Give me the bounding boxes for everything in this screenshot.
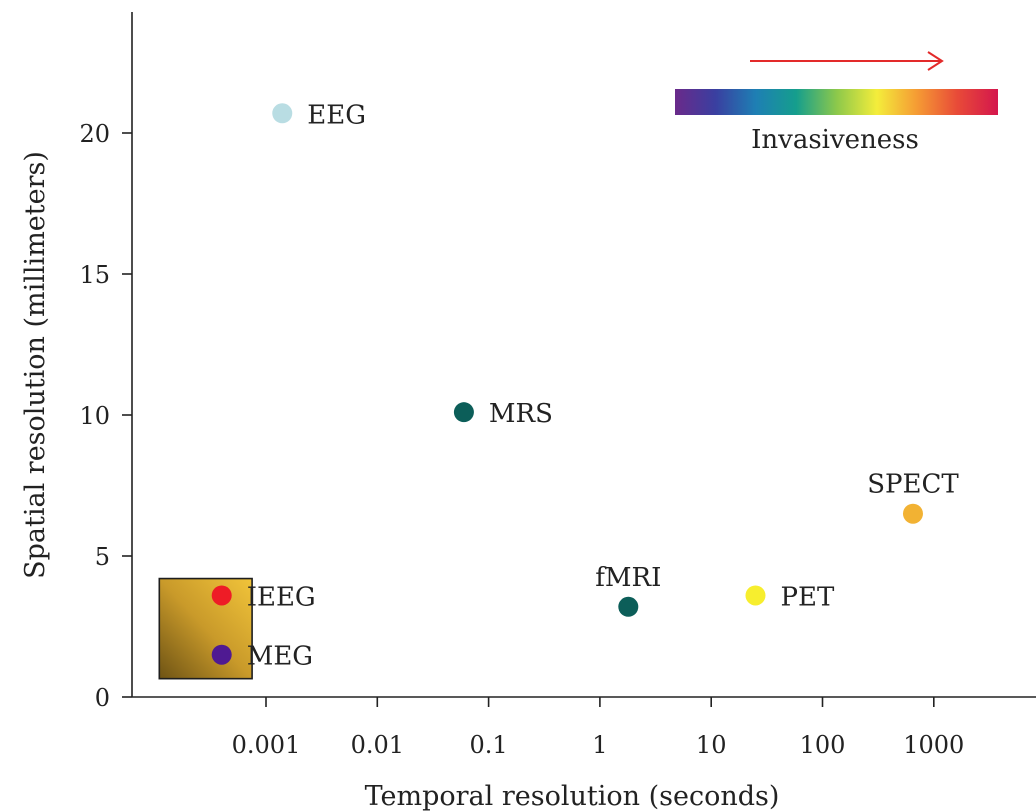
point-label-meg: MEG	[247, 642, 313, 672]
y-axis-ticks: 0 5 10 15 20	[79, 120, 132, 712]
point-label-fmri: fMRI	[595, 563, 661, 593]
point-mrs	[453, 402, 474, 423]
x-tick-label: 0.1	[470, 731, 508, 759]
data-points: EEG MRS fMRI PET SPECT IEEG MEG	[211, 100, 959, 672]
x-axis-ticks: 0.001 0.01 0.1 1 10 100 1000	[232, 697, 964, 759]
point-label-eeg: EEG	[307, 100, 366, 130]
point-label-ieeg: IEEG	[247, 582, 316, 612]
x-tick-label: 0.01	[351, 731, 404, 759]
invasiveness-label: Invasiveness	[751, 125, 919, 155]
y-tick-label: 10	[79, 402, 110, 430]
y-axis-title: Spatial resolution (millimeters)	[20, 151, 51, 579]
highlight-box	[158, 577, 253, 680]
point-fmri	[618, 596, 639, 617]
x-axis-title: Temporal resolution (seconds)	[365, 781, 780, 812]
y-tick-label: 20	[79, 120, 110, 148]
y-tick-label: 5	[95, 543, 110, 571]
point-pet	[745, 585, 766, 606]
point-label-mrs: MRS	[489, 399, 553, 429]
x-tick-label: 100	[800, 731, 846, 759]
point-label-spect: SPECT	[867, 470, 959, 500]
x-tick-label: 10	[696, 731, 727, 759]
point-ieeg	[211, 585, 232, 606]
x-tick-label: 0.001	[232, 731, 301, 759]
x-tick-label: 1000	[903, 731, 964, 759]
y-tick-label: 15	[79, 261, 110, 289]
invasiveness-arrowhead	[927, 51, 944, 71]
x-tick-label: 1	[592, 731, 607, 759]
point-spect	[902, 503, 923, 524]
point-meg	[211, 644, 232, 665]
invasiveness-legend: Invasiveness	[675, 51, 998, 155]
point-label-pet: PET	[780, 582, 834, 612]
y-tick-label: 0	[95, 684, 110, 712]
point-eeg	[272, 103, 293, 124]
invasiveness-color-bar	[675, 89, 998, 115]
